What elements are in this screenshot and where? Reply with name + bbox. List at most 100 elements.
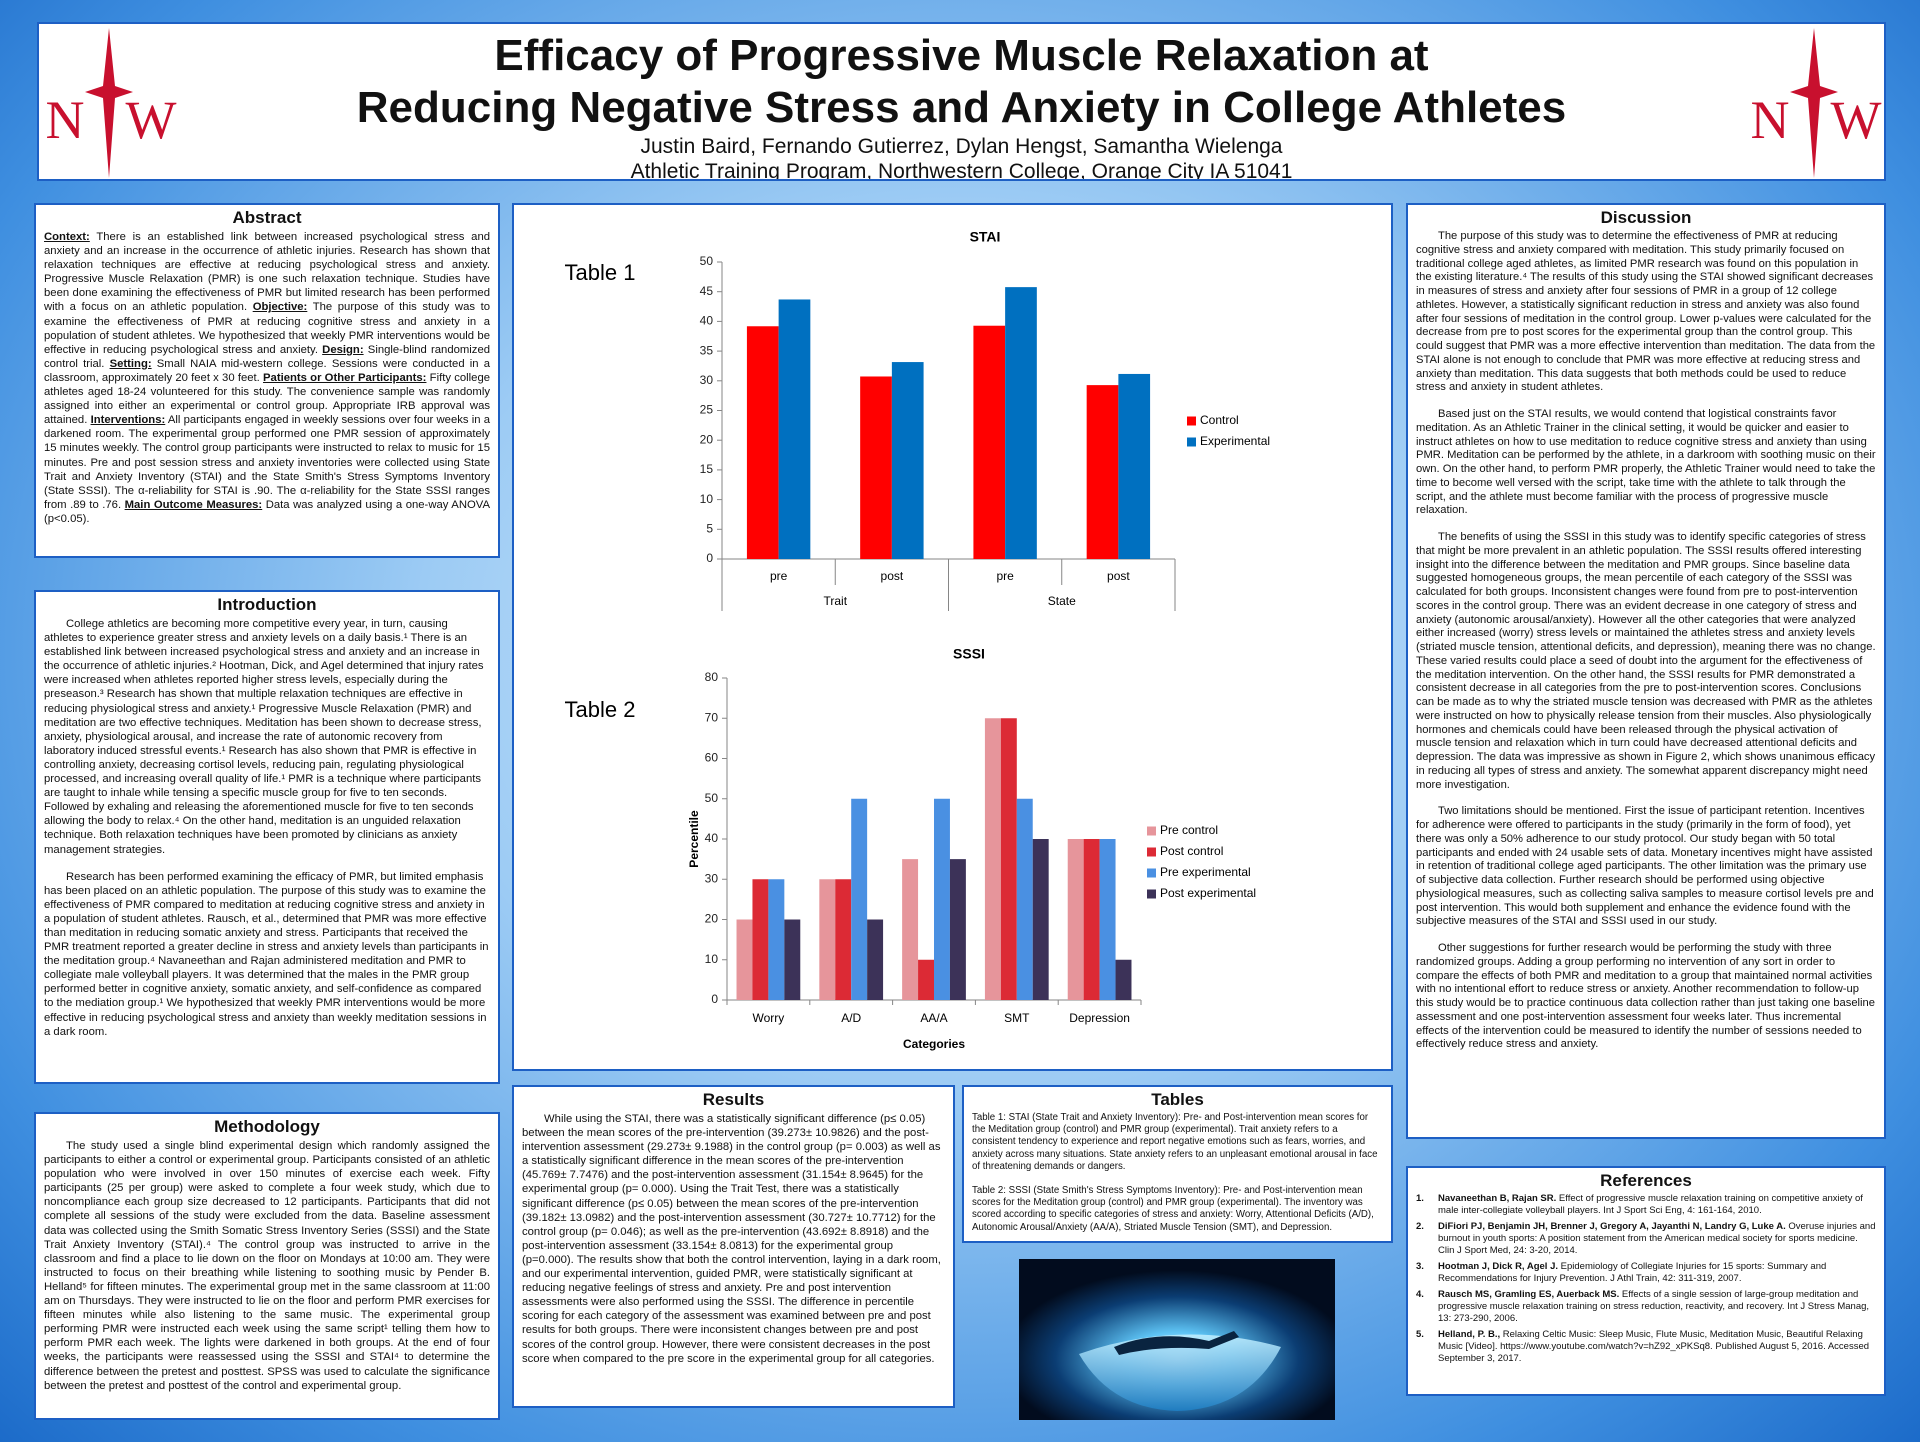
legend-swatch [1147,868,1156,878]
abstract-label: Main Outcome Measures: [124,498,263,511]
abstract-section: Abstract Context: There is an establishe… [34,203,500,558]
abstract-label: Setting: [109,357,152,370]
legend-swatch [1147,889,1156,899]
reference-number: 4. [1416,1289,1424,1300]
reference-text: Epidemiology of Collegiate Injuries for … [1438,1261,1827,1284]
abstract-text: Data was analyzed using a one-way ANOVA … [44,498,491,525]
logo: N W [1751,28,1882,178]
reference-authors: Rausch MS, Gramling ES, Auerback MS. [1438,1289,1620,1300]
section-heading: Methodology [214,1117,320,1136]
legend-swatch [1187,437,1196,447]
x-tick-label: post [1107,569,1130,583]
x-tick-label: AA/A [920,1011,947,1025]
legend-label: Pre control [1160,823,1218,837]
bar [851,798,868,1000]
paragraph: College athletics are becoming more comp… [44,618,484,856]
y-tick-label: 0 [711,992,718,1006]
y-tick-label: 80 [705,670,719,684]
logo: N W [46,28,177,178]
group-label: State [1048,594,1076,608]
x-axis-label: Categories [903,1037,965,1051]
logo-letter: N [1751,90,1790,150]
bar [867,919,884,1000]
legend-label: Pre experimental [1160,865,1251,879]
paragraph: Context: There is an established link be… [44,230,490,526]
abstract-text: Small NAIA mid-western college. Sessions… [44,357,490,384]
paragraph: Based just on the STAI results, we would… [1416,408,1876,517]
bar [934,798,950,1000]
logo-star [1790,28,1838,178]
photo-bowl [1079,1334,1281,1411]
reference: 5. Helland, P. B., Relaxing Celtic Music:… [1416,1329,1876,1365]
section-body: Context: There is an established link be… [44,230,490,526]
discussion-section: Discussion The purpose of this study was… [1406,203,1886,1139]
section-heading: Discussion [1600,208,1692,227]
title-line: Efficacy of Progressive Muscle Relaxatio… [494,31,1429,80]
chart-title: STAI [970,229,1001,245]
abstract-label: Design: [322,343,364,356]
bar [1086,385,1119,559]
tables-section: Tables Table 1: STAI (State Trait and An… [962,1085,1393,1243]
bar [1067,839,1084,1000]
x-tick-label: A/D [841,1011,861,1025]
y-tick-label: 25 [700,403,714,417]
reference-body: Helland, P. B., Relaxing Celtic Music: S… [1438,1329,1876,1365]
header: N W N W Efficacy of Progressive Muscle R… [37,22,1886,181]
bar [1099,839,1116,1000]
reference-text: Relaxing Celtic Music: Sleep Music, Flut… [1438,1329,1870,1364]
bar [778,299,811,559]
bar [768,879,785,1000]
bar [1083,839,1100,1000]
y-tick-label: 45 [700,284,714,298]
y-tick-label: 20 [705,912,719,926]
reference-text: Effect of progressive muscle relaxation … [1438,1193,1863,1216]
reference: 1. Navaneethan B, Rajan SR. Effect of pro… [1416,1193,1876,1217]
reference-number: 1. [1416,1193,1424,1204]
section-body: The purpose of this study was to determi… [1416,230,1876,1052]
paragraph: Other suggestions for further research w… [1416,942,1875,1051]
chart-panel: Table 1 STAI 0 5 10 15 20 25 30 35 40 45 50 pre post pr… [512,203,1393,1071]
abstract-text: All participants engaged in weekly sessi… [44,414,491,511]
header-text: Efficacy of Progressive Muscle Relaxatio… [39,30,1884,179]
reference-authors: Navaneethan B, Rajan SR. [1438,1193,1557,1204]
bar [819,879,836,1000]
paragraph: The purpose of this study was to determi… [1416,230,1876,394]
bar [752,879,769,1000]
paragraph: Table 1: STAI (State Trait and Anxiety I… [972,1112,1378,1172]
section-body: 1. Navaneethan B, Rajan SR. Effect of pro… [1416,1193,1876,1365]
logo-letter: W [126,90,177,150]
legend-label: Post control [1160,844,1223,858]
reference-authors: DiFiori PJ, Benjamin JH, Brenner J, Greg… [1438,1221,1786,1232]
paragraph: Table 2: SSSI (State Smith's Stress Symp… [972,1185,1374,1233]
abstract-text: The purpose of this study was to examine… [44,301,491,356]
logo-letter: N [46,90,85,150]
abstract-label: Interventions: [90,414,166,427]
bar [1118,373,1151,559]
y-tick-label: 30 [700,373,714,387]
reference-text: Overuse injuries and burnout in youth sp… [1438,1221,1876,1256]
y-tick-label: 50 [700,254,714,268]
y-tick-label: 0 [706,551,713,565]
reference-number: 3. [1416,1261,1424,1272]
paragraph: Research has been performed examining th… [44,870,489,1038]
reference-authors: Hootman J, Dick R, Agel J. [1438,1261,1559,1272]
results-section: Results While using the STAI, there was … [512,1085,955,1408]
section-body: The study used a single blind experiment… [44,1139,490,1393]
bar [860,376,892,559]
reference-body: DiFiori PJ, Benjamin JH, Brenner J, Greg… [1438,1221,1876,1257]
legend-swatch [1187,416,1196,426]
group-label: Trait [823,594,847,608]
paragraph: Two limitations should be mentioned. Fir… [1416,805,1874,928]
reference-body: Navaneethan B, Rajan SR. Effect of progr… [1438,1193,1876,1217]
reference-body: Rausch MS, Gramling ES, Auerback MS. Eff… [1438,1289,1876,1325]
bar [949,859,966,1000]
reference-number: 2. [1416,1221,1424,1232]
legend-label: Control [1200,413,1239,427]
y-tick-label: 40 [700,314,714,328]
photo-figure [1114,1331,1239,1355]
x-tick-label: pre [770,569,788,583]
legend-label: Experimental [1200,434,1270,448]
reference-body: Hootman J, Dick R, Agel J. Epidemiology … [1438,1261,1876,1285]
bar [1005,287,1037,559]
